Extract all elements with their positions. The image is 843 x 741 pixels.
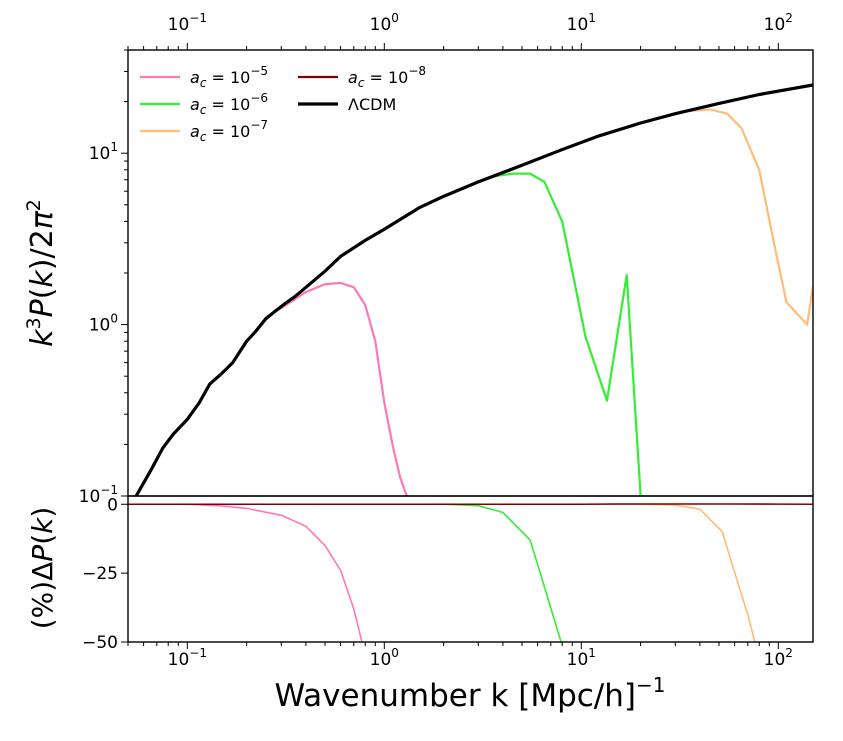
legend-label-a-c-10-6: ac = 10−6 <box>190 91 268 117</box>
x-tick-label-bottom: 102 <box>764 646 793 670</box>
legend-label-a-c-10-7: ac = 10−7 <box>190 118 268 144</box>
x-tick-label-top: 100 <box>370 11 399 35</box>
y-tick-label-bottom-panel: 0 <box>107 495 118 515</box>
x-tick-label-top: 101 <box>567 11 596 35</box>
bottom-panel-frame <box>127 495 814 643</box>
x-tick-label-bottom: 10−1 <box>168 646 207 670</box>
bottom-panel-series <box>128 503 813 642</box>
top-series-a-c-10-7 <box>682 108 813 326</box>
y-tick-label-top-panel: 101 <box>89 140 118 164</box>
bottom-y-axis-label: (%)ΔP(k) <box>26 507 59 630</box>
x-axis-label-exponent: −1 <box>636 673 665 697</box>
x-axis-label: Wavenumber k [Mpc/h]−1 <box>275 673 666 714</box>
legend-label-a-c-10-5: ac = 10−5 <box>190 64 268 90</box>
legend-label-a-c-10-8: ac = 10−8 <box>348 64 426 90</box>
axis-ticks: 10−1 10−1 100 100 101 101 102 102 10−1 100 101 0 −25… <box>79 11 793 670</box>
x-tick-label-top: 102 <box>764 11 793 35</box>
top-series-lambda-cdm <box>134 83 813 496</box>
y-tick-label-top-panel: 10−1 <box>79 483 118 507</box>
y-tick-label-bottom-panel: −50 <box>82 633 118 653</box>
x-axis-label-text: Wavenumber k [Mpc/h] <box>275 678 636 714</box>
y-tick-label-top-panel: 100 <box>89 312 118 336</box>
top-panel-series <box>134 83 813 496</box>
x-tick-label-bottom: 100 <box>370 646 399 670</box>
legend: ac = 10−5ac = 10−6ac = 10−7 ac = 10−8 ΛCDM <box>134 58 444 154</box>
legend-label-lambda-cdm: ΛCDM <box>348 95 396 114</box>
y-tick-label-bottom-panel: −25 <box>82 564 118 584</box>
bottom-series-a-c-10-5 <box>128 503 363 642</box>
top-series-a-c-10-6 <box>477 172 642 496</box>
x-tick-label-bottom: 101 <box>567 646 596 670</box>
top-series-a-c-10-5 <box>264 281 408 496</box>
top-y-axis-label: k3P(k)/2π2 <box>23 199 60 347</box>
x-tick-label-top: 10−1 <box>168 11 207 35</box>
